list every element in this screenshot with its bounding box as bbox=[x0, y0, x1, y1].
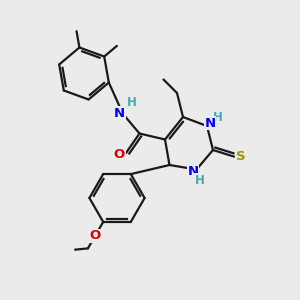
Text: N: N bbox=[204, 116, 216, 130]
Text: O: O bbox=[89, 229, 100, 242]
Text: H: H bbox=[213, 111, 222, 124]
Text: N: N bbox=[114, 106, 125, 120]
Text: N: N bbox=[187, 165, 199, 178]
Text: S: S bbox=[236, 150, 245, 163]
Text: H: H bbox=[127, 96, 137, 109]
Text: H: H bbox=[195, 173, 204, 187]
Text: O: O bbox=[114, 148, 125, 161]
